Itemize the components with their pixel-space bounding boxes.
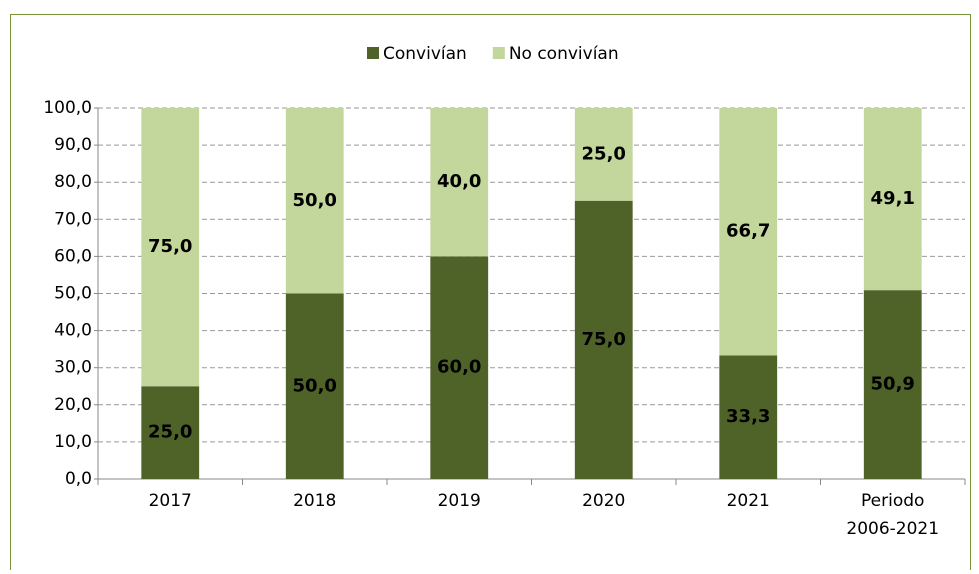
x-tick-label: 2018: [293, 491, 336, 511]
y-tick-label: 0,0: [65, 469, 92, 489]
y-tick-label: 100,0: [43, 98, 92, 118]
x-tick-label: 2017: [149, 491, 192, 511]
data-label: 50,0: [293, 375, 337, 396]
y-tick-label: 60,0: [54, 246, 92, 266]
legend-label: No convivían: [509, 44, 619, 64]
data-label: 25,0: [148, 422, 192, 443]
x-tick-label-line: 2006-2021: [846, 519, 939, 539]
data-label: 60,0: [437, 357, 481, 378]
bar-segment: [574, 108, 633, 201]
bar-segment: [719, 108, 778, 356]
data-label: 75,0: [148, 236, 192, 257]
x-tick-label: 2019: [438, 491, 481, 511]
x-tick-label-line: Periodo: [861, 491, 924, 511]
bar-segment: [574, 200, 633, 479]
y-tick-label: 10,0: [54, 432, 92, 452]
bar-segment: [285, 293, 344, 479]
y-tick-label: 70,0: [54, 209, 92, 229]
data-label: 40,0: [437, 171, 481, 192]
x-tick-label: 2021: [727, 491, 770, 511]
data-label: 50,0: [293, 190, 337, 211]
bar-segment: [430, 256, 489, 479]
bar-segment: [863, 290, 922, 479]
y-tick-label: 30,0: [54, 358, 92, 378]
bar-segment: [719, 355, 778, 479]
y-tick-label: 40,0: [54, 321, 92, 341]
x-tick-label: Periodo 2006-2021: [846, 491, 939, 539]
legend-label: Convivían: [383, 44, 467, 64]
y-tick-label: 80,0: [54, 172, 92, 192]
legend-swatch: [492, 47, 505, 59]
bar-segment: [285, 108, 344, 294]
bar-segment: [141, 386, 200, 479]
x-tick-label: 2020: [582, 491, 625, 511]
chart-frame: [10, 14, 971, 574]
data-label: 25,0: [582, 143, 626, 164]
data-label: 75,0: [582, 329, 626, 350]
legend-swatch: [367, 47, 379, 59]
data-label: 49,1: [871, 188, 915, 209]
y-tick-label: 20,0: [54, 395, 92, 415]
bar-segment: [863, 108, 922, 291]
data-label: 33,3: [726, 406, 770, 427]
y-tick-label: 90,0: [54, 135, 92, 155]
data-label: 50,9: [871, 374, 915, 395]
bar-segment: [430, 108, 489, 257]
y-tick-label: 50,0: [54, 284, 92, 304]
data-label: 66,7: [726, 221, 770, 242]
bar-segment: [141, 108, 200, 387]
